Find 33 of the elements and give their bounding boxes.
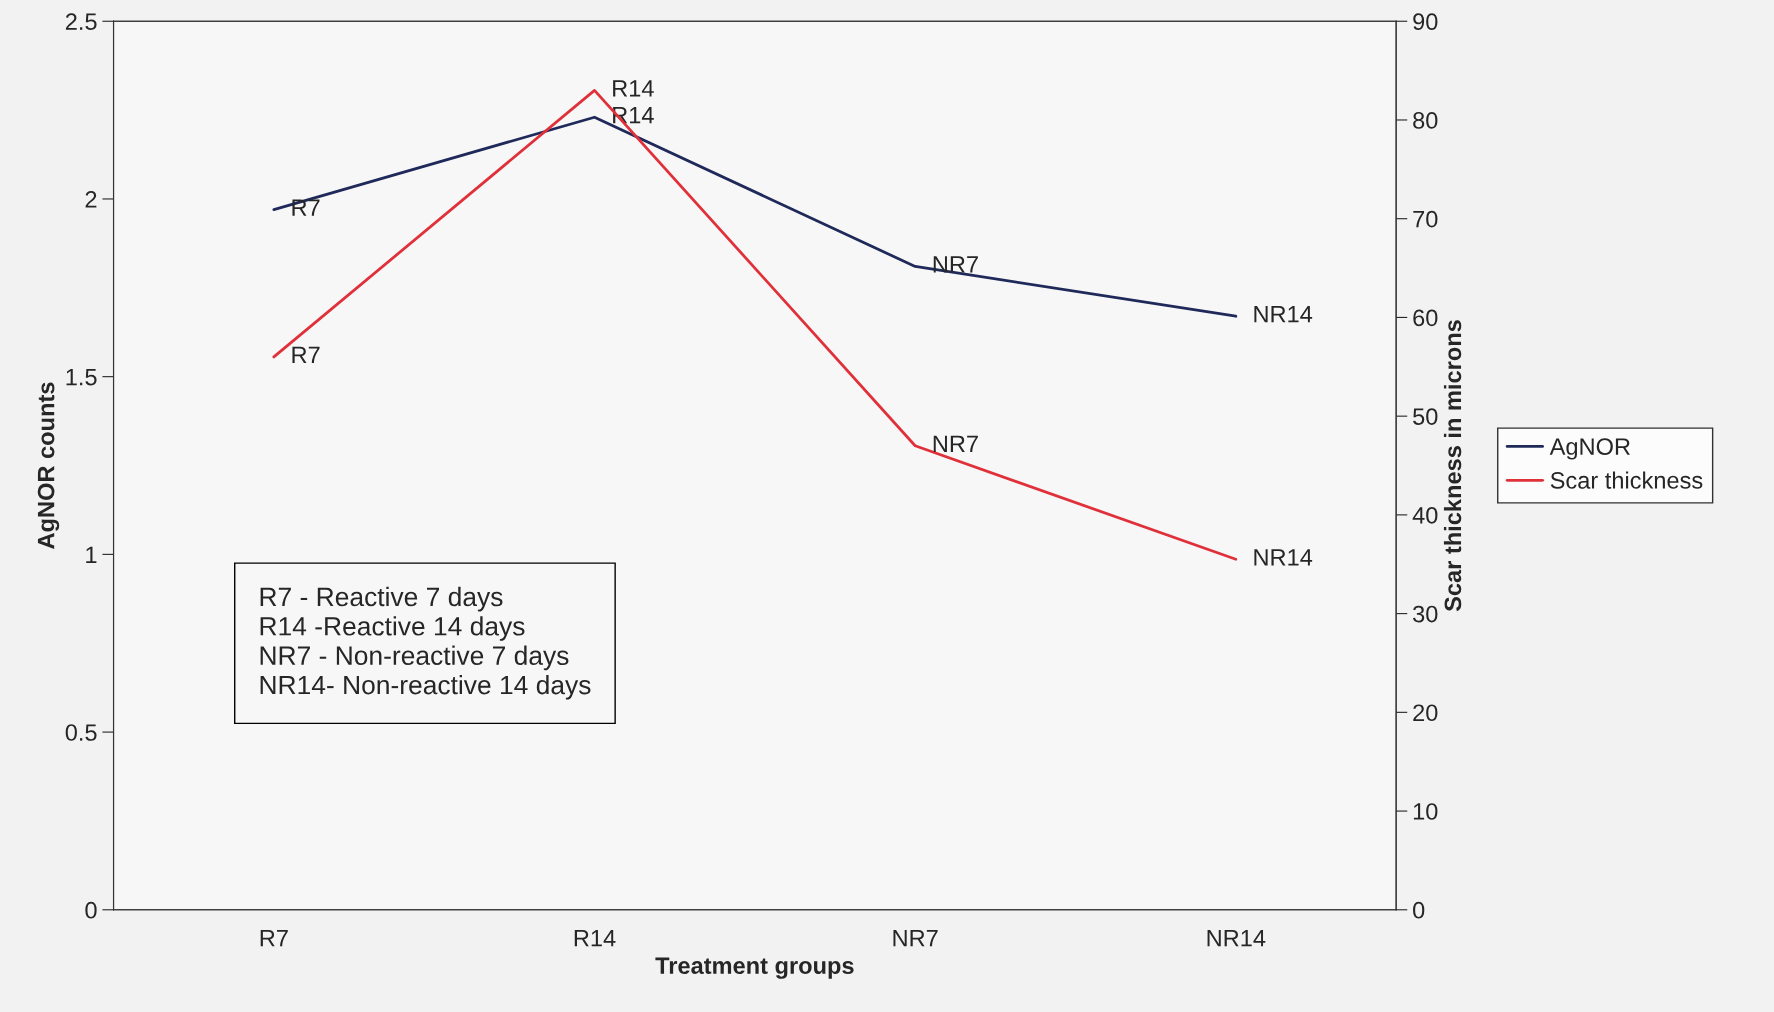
legend-label: Scar thickness (1550, 471, 1703, 489)
y2-tick-label: 70 (1413, 210, 1438, 228)
data-label: NR14 (1254, 549, 1313, 566)
x-tick-label: NR14 (1207, 930, 1266, 947)
legend-label: AgNOR (1549, 438, 1630, 460)
y2-tick-label: 20 (1413, 704, 1438, 722)
x-tick-label: R7 (260, 930, 288, 947)
data-label: NR14 (1254, 306, 1313, 323)
y2-axis-title: Scar thickness in microns (1443, 320, 1462, 612)
data-label: NR7 (933, 256, 978, 273)
y-tick-label: 2.5 (65, 13, 97, 31)
y2-tick-label: 50 (1413, 408, 1438, 425)
x-axis-title: Treatment groups (655, 957, 854, 979)
x-tick-label: NR7 (893, 930, 938, 947)
x-tick-label: R14 (574, 930, 616, 947)
y-tick-label: 1 (86, 546, 97, 563)
y-tick-label: 0.5 (65, 724, 97, 741)
y2-tick-label: 80 (1413, 112, 1438, 129)
annotation: R7 - Reactive 7 days R14 -Reactive 14 days NR7 - Non-reactive 7 days NR14- Non-reactive 14 days (260, 586, 591, 700)
y-tick-label: 2 (85, 191, 97, 208)
y-tick-label: 1.5 (66, 368, 97, 386)
y-axis-title: AgNOR counts (37, 382, 60, 549)
data-label: NR7 (933, 435, 978, 452)
data-label: R14 (613, 80, 654, 97)
y2-tick-label: 40 (1412, 506, 1438, 524)
y2-tick-label: 90 (1413, 13, 1438, 31)
y2-tick-label: 30 (1413, 605, 1438, 623)
y-tick-label: 0 (85, 901, 97, 919)
y2-tick-label: 10 (1413, 803, 1438, 820)
data-label: R7 (292, 199, 320, 216)
y2-tick-label: 0 (1413, 901, 1425, 919)
data-label: R7 (292, 346, 320, 364)
y2-tick-label: 60 (1413, 309, 1438, 327)
